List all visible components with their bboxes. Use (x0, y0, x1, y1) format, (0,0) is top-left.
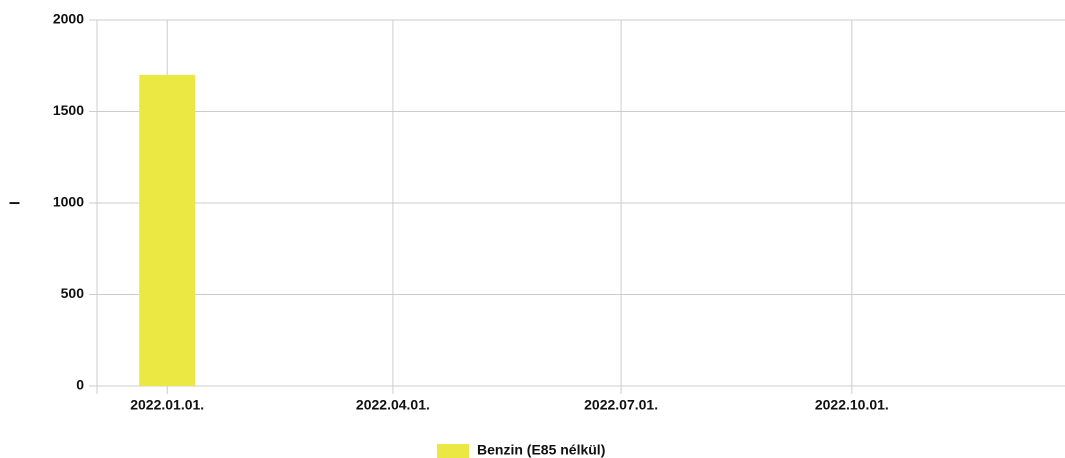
legend-label: Benzin (E85 nélkül) (477, 442, 605, 458)
y-tick-label: 0 (76, 377, 84, 393)
y-tick-label: 1500 (53, 102, 84, 118)
y-tick-label: 500 (61, 285, 85, 301)
x-tick-label: 2022.10.01. (815, 397, 889, 413)
y-tick-label: 1000 (53, 194, 84, 210)
y-tick-label: 2000 (53, 11, 84, 27)
x-tick-label: 2022.04.01. (356, 397, 430, 413)
x-tick-label: 2022.01.01. (130, 397, 204, 413)
bar (139, 74, 196, 387)
x-tick-label: 2022.07.01. (584, 397, 658, 413)
legend-swatch (437, 444, 469, 458)
y-axis-label: l (7, 201, 23, 205)
